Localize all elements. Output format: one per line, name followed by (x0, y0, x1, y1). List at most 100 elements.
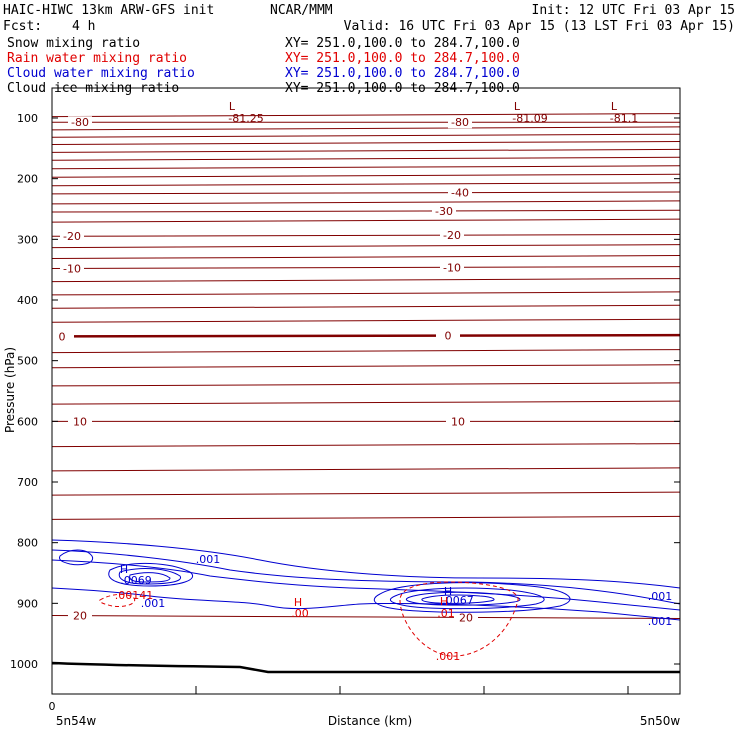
isotherm--30 (51, 209, 681, 213)
rain-water-contours: .00141.001.01H.00H (99, 581, 519, 663)
terrain-line (51, 661, 680, 674)
isotherm-label-bg (432, 204, 456, 217)
cloud-water-max-value-0: .0069 (120, 574, 152, 587)
isotherm-minor-3 (51, 140, 681, 145)
cloud-water-contour-11 (421, 594, 495, 604)
isotherm-label--30-0: -30 (435, 205, 453, 218)
y-tick-label-200: 200 (17, 173, 38, 186)
rain-water-contour-0 (99, 593, 136, 607)
y-tick-label-100: 100 (17, 112, 38, 125)
isotherm-minor-19 (51, 382, 681, 387)
rain-water-label-2: .01 (437, 607, 455, 620)
isotherm-minor-8 (51, 182, 681, 187)
legend-field-name-1: Rain water mixing ratio (7, 51, 187, 66)
isotherm-minor-17 (51, 349, 681, 354)
isotherm-label-bg (454, 611, 478, 624)
isotherm-minor-2 (51, 133, 681, 138)
legend-field-name-0: Snow mixing ratio (7, 36, 140, 51)
isotherm-minor-7 (51, 173, 681, 178)
legend-field-xy-2: XY= 251.0,100.0 to 284.7,100.0 (285, 66, 520, 81)
isotherm-label-20-0: 20 (73, 610, 87, 623)
isotherm-label-bg (446, 415, 470, 428)
cloud-water-contour-4 (59, 549, 94, 566)
cloud-water-contour-6 (118, 568, 182, 585)
temp-low_value-5: -81.1 (610, 112, 638, 125)
cloud-water-max-marker-0: H (120, 563, 128, 576)
cloud-water-contour-1 (51, 549, 681, 605)
isotherm-label--20-0: -20 (63, 230, 81, 243)
isotherm-label-0-0: 0 (59, 330, 66, 343)
temperature-annotations: L-81.25L-81.09L-81.1 (228, 100, 638, 125)
fcst-value: 4 h (72, 19, 95, 34)
rain-water-max-marker-1: H (440, 595, 448, 608)
cloud-water-label-2: .001 (648, 590, 673, 603)
isotherm-label-bg (440, 261, 464, 274)
cloud-water-contour-3 (51, 587, 681, 621)
cloud-water-contour-5 (108, 563, 193, 587)
temp-low-4: L (611, 100, 618, 113)
y-tick-label-400: 400 (17, 294, 38, 307)
temperature-isotherms: -80 -80 -40 -30 -20 -20 -10 -10 0 0 10 10 20 20 (50, 113, 681, 624)
isotherm-label-bg (440, 229, 464, 242)
isotherm-label--80-0: -80 (71, 116, 89, 129)
y-tick-label-500: 500 (17, 355, 38, 368)
isotherm--40 (51, 191, 681, 195)
isotherm-label--10-0: -10 (63, 262, 81, 275)
x-axis (51, 686, 629, 694)
y-tick-label-700: 700 (17, 476, 38, 489)
x-right-endpoint-label: 5n50w (640, 714, 681, 728)
isotherm-minor-10 (51, 218, 681, 223)
isotherm-minor-5 (51, 156, 681, 161)
isotherm-label-bg (68, 415, 92, 428)
isotherm-label--20-1: -20 (443, 229, 461, 242)
isotherm-minor-1 (51, 126, 681, 131)
cloud-water-max-value-1: .0067 (442, 594, 474, 607)
isotherm-label-0-1: 0 (445, 330, 452, 343)
terrain-surface-line (51, 661, 680, 674)
isotherm-minor-12 (51, 255, 681, 260)
isotherm-minor-21 (51, 443, 681, 448)
isotherm-label--80-1: -80 (451, 116, 469, 129)
y-tick-label-800: 800 (17, 537, 38, 550)
x-left-endpoint-label: 5n54w (56, 714, 97, 728)
temp-low_value-3: -81.09 (512, 112, 547, 125)
isotherm--10 (51, 266, 681, 269)
temp-low-0: L (229, 100, 236, 113)
isotherm-label--40-0: -40 (451, 187, 469, 200)
isotherm-minor-16 (51, 318, 681, 323)
isotherm-label-bg (60, 262, 84, 275)
isotherm-label--10-1: -10 (443, 261, 461, 274)
isotherm-minor-22 (51, 467, 681, 472)
rain-water-label-0: .00141 (115, 589, 154, 602)
cloud-water-contour-9 (389, 587, 545, 610)
isotherm-minor-15 (51, 304, 681, 309)
isotherm-minor-18 (51, 364, 681, 369)
cloud-water-label-1: .001 (141, 597, 166, 610)
isotherm-20 (51, 614, 681, 619)
org-label: NCAR/MMM (270, 3, 333, 18)
isotherm--20 (51, 233, 681, 237)
legend-field-xy-1: XY= 251.0,100.0 to 284.7,100.0 (285, 51, 520, 66)
isotherm-label-bg (68, 116, 92, 129)
isotherm-minor-9 (51, 200, 681, 205)
isotherm-label-bg (448, 186, 472, 199)
temp-low_value-1: -81.25 (228, 112, 263, 125)
cloud-water-contour-2 (51, 559, 681, 611)
fcst-label: Fcst: (3, 19, 42, 34)
isotherm-minor-11 (51, 244, 681, 249)
isotherm-minor-23 (51, 491, 681, 496)
isotherm-label-bg (68, 609, 92, 622)
cloud-water-contour-10 (405, 591, 521, 606)
temp-low-2: L (514, 100, 521, 113)
y-tick-label-1000: 1000 (10, 658, 38, 671)
isotherm-minor-4 (51, 148, 681, 153)
isotherm-label-10-0: 10 (73, 415, 87, 428)
legend-field-xy-0: XY= 251.0,100.0 to 284.7,100.0 (285, 36, 520, 51)
isotherm-label-bg (436, 329, 460, 342)
y-tick-label-600: 600 (17, 415, 38, 428)
rain-water-max-value-0: .00 (291, 607, 309, 620)
valid-time: Valid: 16 UTC Fri 03 Apr 15 (13 LST Fri … (344, 19, 735, 34)
